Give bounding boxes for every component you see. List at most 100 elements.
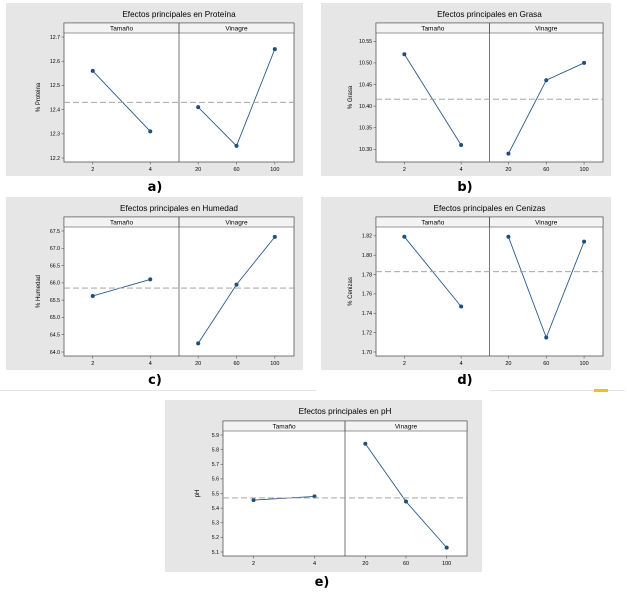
y-tick-label: 1.76 bbox=[362, 292, 372, 298]
factor-label: Vinagre bbox=[395, 424, 418, 431]
chart-title: Efectos principales en Cenizas bbox=[434, 204, 546, 213]
data-point bbox=[404, 499, 408, 504]
x-tick-label: 4 bbox=[460, 361, 463, 367]
x-tick-label: 60 bbox=[543, 361, 549, 367]
factor-label: Tamaño bbox=[421, 220, 445, 227]
factor-label: Tamaño bbox=[272, 424, 296, 431]
x-tick-label: 100 bbox=[579, 361, 588, 367]
y-tick-label: 5.3 bbox=[212, 521, 219, 527]
chart-title: Efectos principales en Proteína bbox=[122, 10, 236, 19]
data-point bbox=[148, 277, 153, 282]
data-point bbox=[196, 105, 201, 110]
factor-label: Vinagre bbox=[225, 26, 248, 33]
y-tick-label: 5.5 bbox=[212, 491, 219, 497]
data-point bbox=[506, 151, 511, 156]
x-tick-label: 60 bbox=[543, 167, 549, 173]
x-tick-label: 20 bbox=[195, 167, 201, 173]
y-tick-label: 5.7 bbox=[212, 462, 219, 468]
y-tick-label: 1.72 bbox=[362, 330, 372, 336]
x-tick-label: 60 bbox=[403, 561, 409, 567]
data-point bbox=[582, 239, 587, 244]
factor-label: Vinagre bbox=[225, 220, 248, 227]
x-tick-label: 100 bbox=[270, 361, 279, 367]
y-tick-label: 66.0 bbox=[50, 281, 60, 287]
data-point bbox=[234, 282, 239, 287]
chart-panel-grasa: Efectos principales en Grasa Tamaño 2 4 Vina… bbox=[321, 3, 611, 176]
y-tick-label: 12.5 bbox=[50, 83, 60, 89]
x-tick-label: 2 bbox=[403, 361, 406, 367]
highlight-mark bbox=[594, 389, 608, 392]
x-tick-label: 100 bbox=[442, 561, 451, 567]
caption-b: b) bbox=[457, 180, 473, 195]
y-tick-label: 5.4 bbox=[212, 506, 219, 512]
data-point bbox=[90, 68, 95, 73]
y-tick-label: 65.5 bbox=[50, 298, 60, 304]
chart-svg: Efectos principales en pH Tamaño 2 4 Vinagre… bbox=[165, 400, 482, 572]
caption-c: c) bbox=[148, 373, 162, 388]
chart-svg: Efectos principales en Proteína Tamaño 2 4 V… bbox=[6, 3, 303, 176]
y-tick-label: 64.0 bbox=[50, 350, 60, 356]
y-tick-label: 10.45 bbox=[359, 82, 372, 88]
data-point bbox=[272, 234, 277, 239]
data-point bbox=[459, 304, 464, 309]
y-tick-label: 5.6 bbox=[212, 477, 219, 483]
chart-svg: Efectos principales en Grasa Tamaño 2 4 Vina… bbox=[321, 3, 611, 176]
data-point bbox=[234, 143, 239, 148]
y-tick-label: 5.9 bbox=[212, 433, 219, 439]
y-axis-label: % Grasa bbox=[348, 85, 354, 109]
chart-title: Efectos principales en Humedad bbox=[120, 204, 238, 213]
y-tick-label: 67.5 bbox=[50, 229, 60, 235]
caption-e: e) bbox=[314, 575, 330, 590]
y-tick-label: 1.78 bbox=[362, 272, 372, 278]
y-axis-label: % Proteina bbox=[36, 82, 42, 112]
data-point bbox=[251, 498, 256, 503]
chart-panel-ph: Efectos principales en pH Tamaño 2 4 Vinagre… bbox=[165, 400, 482, 572]
data-point bbox=[402, 52, 407, 57]
y-tick-label: 10.30 bbox=[359, 147, 372, 153]
data-point bbox=[196, 341, 201, 346]
x-tick-label: 20 bbox=[362, 561, 368, 567]
x-tick-label: 2 bbox=[252, 561, 255, 567]
y-tick-label: 1.80 bbox=[362, 253, 372, 259]
x-tick-label: 4 bbox=[313, 561, 316, 567]
y-tick-label: 12.6 bbox=[50, 59, 60, 65]
data-point bbox=[544, 335, 549, 340]
y-tick-label: 65.0 bbox=[50, 315, 60, 321]
separator-line bbox=[0, 390, 316, 391]
y-axis-label: pH bbox=[195, 490, 201, 498]
factor-label: Tamaño bbox=[110, 220, 134, 227]
y-tick-label: 5.1 bbox=[212, 550, 219, 556]
x-tick-label: 4 bbox=[149, 167, 152, 173]
x-tick-label: 20 bbox=[195, 361, 201, 367]
x-tick-label: 20 bbox=[505, 361, 511, 367]
x-tick-label: 4 bbox=[149, 361, 152, 367]
factor-label: Vinagre bbox=[535, 26, 558, 33]
data-point bbox=[544, 78, 549, 83]
x-tick-label: 60 bbox=[233, 167, 239, 173]
y-tick-label: 10.50 bbox=[359, 61, 372, 67]
caption-a: a) bbox=[147, 180, 163, 195]
series-line bbox=[92, 70, 151, 132]
x-tick-label: 60 bbox=[233, 361, 239, 367]
x-tick-label: 20 bbox=[505, 167, 511, 173]
y-tick-label: 12.2 bbox=[50, 156, 60, 162]
y-tick-label: 67.0 bbox=[50, 246, 60, 252]
data-point bbox=[272, 47, 277, 52]
factor-label: Tamaño bbox=[110, 26, 134, 33]
series-line bbox=[253, 495, 315, 501]
data-point bbox=[444, 545, 449, 550]
factor-label: Tamaño bbox=[421, 26, 445, 33]
y-tick-label: 12.3 bbox=[50, 132, 60, 138]
data-point bbox=[582, 60, 587, 65]
data-point bbox=[90, 293, 95, 298]
y-tick-label: 5.2 bbox=[212, 535, 219, 541]
data-point bbox=[506, 234, 511, 239]
x-tick-label: 100 bbox=[270, 167, 279, 173]
y-tick-label: 1.82 bbox=[362, 234, 372, 240]
data-point bbox=[459, 143, 464, 148]
data-point bbox=[312, 494, 317, 499]
y-tick-label: 12.7 bbox=[50, 35, 60, 41]
y-tick-label: 1.70 bbox=[362, 350, 372, 356]
y-tick-label: 10.40 bbox=[359, 104, 372, 110]
y-tick-label: 5.8 bbox=[212, 447, 219, 453]
